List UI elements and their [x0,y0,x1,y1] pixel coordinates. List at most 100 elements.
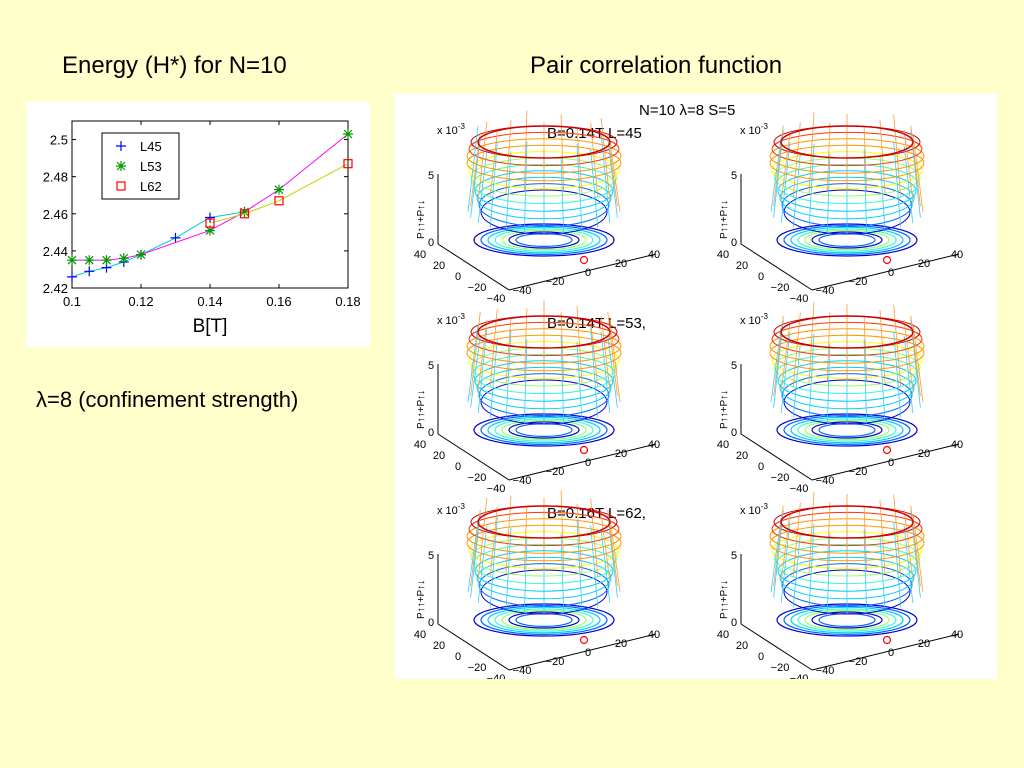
surface-meridian [576,128,583,193]
x-tick-label: −40 [513,665,532,677]
surface-meridian [477,327,488,414]
square-marker [205,218,215,228]
x-tick-label: 0 [585,647,591,659]
y-tick-label: −40 [790,673,809,679]
pair-correlation-title: Pair correlation function [530,52,783,79]
surface-meridian [467,323,479,403]
surface-meridian [879,500,886,573]
surface-meridian [893,114,902,197]
z-tick-label: 0 [428,237,434,249]
square-marker [343,159,353,169]
scale-base: x 10 [437,505,458,517]
x-tick-label: 20 [615,638,627,650]
z-tick-label: 5 [731,170,737,182]
surface-meridian [826,122,831,191]
scale-exp: -3 [458,312,466,321]
surface-meridian [576,306,583,383]
x-tick-label: 0 [888,457,894,469]
x-tick-label: −40 [816,665,835,677]
surface-meridian [893,494,902,577]
pair-correlation-figure: N=10 λ=8 S=5 x 10-3 B=0.14T L=45 5 0 P↑↑+P↑↓ 4… [394,94,997,685]
surface-meridian [770,137,782,213]
y-tick-label: 40 [414,629,426,641]
scale-label: x 10-3 [740,502,768,517]
x-tick-label: −40 [816,285,835,297]
z-tick-label: 0 [731,617,737,629]
scale-base: x 10 [740,315,761,327]
square-marker [116,181,126,191]
scale-label: x 10-3 [437,502,465,517]
surface-meridian [893,304,902,387]
y-tick-label: 0 [758,461,764,473]
scale-exp: -3 [761,122,769,131]
x-tick-label: 0 [888,647,894,659]
surface-meridian [576,504,583,573]
y-tick-label: 0 [455,651,461,663]
scale-exp: -3 [458,502,466,511]
z-tick-label: 5 [428,550,434,562]
y-tick-label: 40 [414,439,426,451]
surface-meridian [826,502,831,571]
legend-label: L53 [140,159,162,174]
y-tick-label: −20 [468,662,487,674]
surface-meridian [826,312,831,381]
surface-meridian [903,129,914,202]
x-tick-label: 0.1 [63,294,81,309]
surface-meridian [863,126,868,191]
x-tick-label: 0 [585,267,591,279]
y-tick-label: 20 [736,450,748,462]
surface-subplot: x 10-3 B=0.14T L=53,50P↑↑+P↑↓40200−20−40−… [414,300,660,495]
surface-meridian [879,310,886,383]
surface-meridian [903,335,914,414]
reference-point-marker [882,255,892,265]
star-marker [205,225,215,236]
y-tick-label: 0 [455,461,461,473]
surface-meridian [792,153,801,228]
surface-meridian [863,316,868,381]
star-marker [136,249,146,260]
surface-meridian [893,141,902,228]
reference-point-marker [882,635,892,645]
y-tick-label: −20 [771,282,790,294]
contour-ring [818,613,876,628]
surface-meridian [576,519,583,612]
y-tick-label: 0 [455,271,461,283]
surface-meridian [470,138,481,218]
surface-meridian [792,312,801,387]
surface-meridian [477,319,488,392]
x-tick-label: 20 [615,448,627,460]
lambda-symbol: λ [36,387,47,412]
x-tick-label: 40 [951,439,963,451]
x-tick-label: −20 [849,656,868,668]
base-axis-right [508,633,657,671]
surface-meridian [826,533,831,614]
base-axis-left [437,433,510,481]
surface-meridian [523,141,528,234]
surface-meridian [826,343,831,424]
z-axis-label: P↑↑+P↑↓ [416,200,427,239]
z-axis-label: P↑↑+P↑↓ [416,580,427,619]
surface-subplot: x 10-3 B=0.16T L=62,50P↑↑+P↑↓40200−20−40−… [414,490,660,685]
surface-meridian [505,496,512,573]
surface-meridian [808,143,815,232]
surface-meridian [590,122,599,197]
energy-chart-panel: 0.1 0.12 0.14 0.16 0.18 2.42 2.44 2.46 2.48 2.5 B[… [26,102,370,347]
surface-meridian [780,513,791,582]
base-axis-left [740,623,813,671]
surface-meridian [780,141,791,224]
surface-meridian [523,110,528,191]
y-tick-label: 20 [433,260,445,272]
x-tick-label: 40 [648,629,660,641]
series-L53 [67,128,353,266]
reference-point-marker [579,255,589,265]
header-suffix: =8 S=5 [687,102,735,119]
surface-meridian [600,513,611,582]
x-tick-label: 20 [918,448,930,460]
plus-marker [205,212,215,223]
x-tick-label: 20 [918,638,930,650]
y-tick-label: 20 [736,260,748,272]
legend-box [101,132,180,200]
surface-meridian [792,122,801,197]
star-marker [239,206,250,217]
